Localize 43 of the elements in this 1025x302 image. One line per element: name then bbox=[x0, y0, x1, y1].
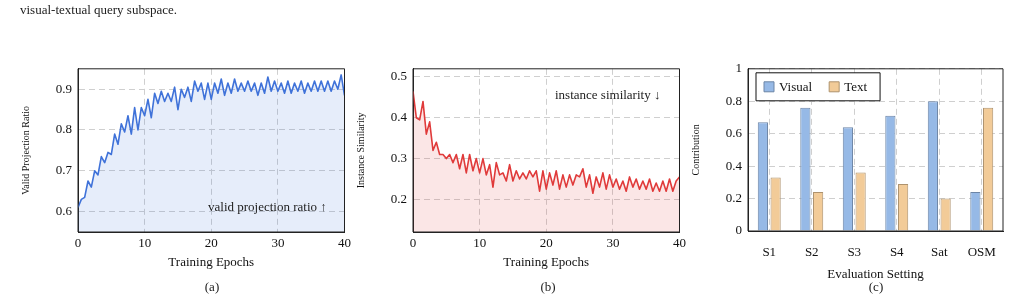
x-tick-label: S3 bbox=[847, 244, 862, 260]
y-axis-title: Contribution bbox=[689, 124, 701, 176]
x-tick-label: 10 bbox=[138, 235, 152, 251]
text: visual-textual query subspace. bbox=[20, 2, 178, 17]
y-tick-label: 0.2 bbox=[390, 190, 407, 206]
x-axis-title: Training Epochs bbox=[503, 253, 590, 269]
y-tick-label: 0.2 bbox=[725, 189, 742, 205]
text: (b) bbox=[540, 279, 556, 294]
y-tick-label: 0.7 bbox=[55, 162, 73, 178]
y-tick-label: 0.5 bbox=[390, 68, 407, 84]
y-tick-label: 0.9 bbox=[55, 80, 72, 96]
y-axis-title: Instance Similarity bbox=[354, 112, 366, 189]
x-tick-label: 10 bbox=[473, 235, 487, 251]
legend-label: Text bbox=[844, 79, 868, 95]
y-tick-label: 0 bbox=[735, 222, 742, 238]
x-tick-label: 0 bbox=[409, 235, 417, 251]
x-tick-label: S4 bbox=[889, 244, 905, 260]
x-tick-label: S1 bbox=[762, 244, 777, 260]
y-tick-label: 0.4 bbox=[725, 157, 743, 173]
x-tick-label: 30 bbox=[606, 235, 620, 251]
x-tick-label: 20 bbox=[204, 235, 218, 251]
annotation: instance similarity ↓ bbox=[555, 87, 661, 102]
text: (a) bbox=[204, 279, 220, 294]
y-tick-label: 0.4 bbox=[390, 109, 408, 125]
y-tick-label: 0.3 bbox=[390, 149, 407, 165]
y-axis-title: Valid Projection Ratio bbox=[19, 105, 31, 195]
x-axis-title: Evaluation Setting bbox=[827, 265, 925, 281]
x-tick-label: 40 bbox=[673, 235, 686, 251]
x-tick-label: 40 bbox=[338, 235, 351, 251]
y-tick-label: 1 bbox=[735, 60, 742, 76]
x-tick-label: S2 bbox=[804, 244, 819, 260]
annotation: valid projection ratio ↑ bbox=[208, 199, 327, 214]
y-tick-label: 0.8 bbox=[55, 121, 72, 137]
x-tick-label: 20 bbox=[539, 235, 553, 251]
x-tick-label: Sat bbox=[930, 244, 948, 260]
legend-label: Visual bbox=[779, 79, 813, 95]
x-axis-title: Training Epochs bbox=[168, 253, 255, 269]
text: (c) bbox=[868, 279, 884, 294]
y-tick-label: 0.8 bbox=[725, 92, 742, 108]
x-tick-label: 30 bbox=[271, 235, 285, 251]
y-tick-label: 0.6 bbox=[725, 125, 743, 141]
x-tick-label: OSM bbox=[967, 244, 997, 260]
y-tick-label: 0.6 bbox=[55, 203, 73, 219]
